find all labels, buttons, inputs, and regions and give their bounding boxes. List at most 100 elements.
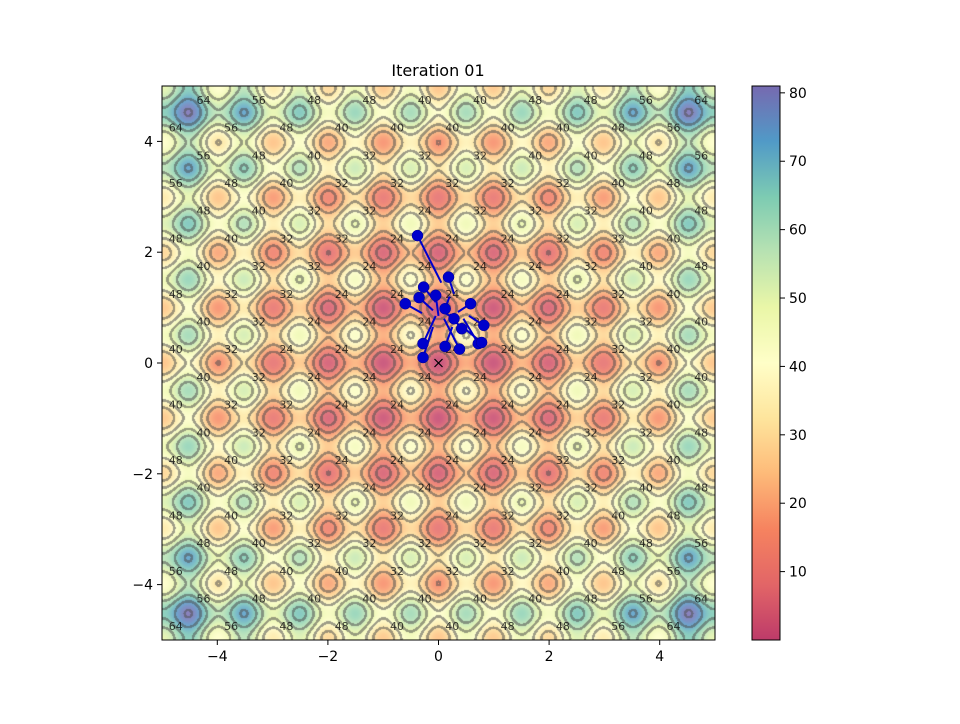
contour-label: 64 <box>197 94 211 107</box>
contour-label: 24 <box>501 232 515 245</box>
contour-label: 40 <box>362 593 376 606</box>
particle-point <box>429 289 442 302</box>
colorbar: 10 20 30 40 50 60 70 80 <box>751 85 807 641</box>
contour-label: 24 <box>445 232 459 245</box>
contour-label: 32 <box>362 205 376 218</box>
contour-label: 24 <box>473 482 487 495</box>
contour-label: 56 <box>169 177 183 190</box>
contour-label: 40 <box>667 288 681 301</box>
contour-label: 32 <box>445 565 459 578</box>
contour-labels: 64 56 48 48 40 40 48 48 56 64 56 48 40 40 40 40 40 48 56 64… <box>169 94 708 633</box>
contour-label: 40 <box>169 343 183 356</box>
contour-label: 48 <box>694 205 708 218</box>
contour-label: 40 <box>501 122 515 135</box>
contour-label: 24 <box>445 399 459 412</box>
contour-label: 64 <box>694 593 708 606</box>
contour-label: 24 <box>584 371 598 384</box>
contour-label: 48 <box>307 94 321 107</box>
y-tick-label: 2 <box>144 245 153 261</box>
contour-label: 48 <box>501 620 515 633</box>
contour-label: 32 <box>224 399 238 412</box>
contour-label: 24 <box>390 288 404 301</box>
contour-label: 40 <box>197 482 211 495</box>
contour-label: 40 <box>279 565 293 578</box>
contour-label: 32 <box>556 232 570 245</box>
contour-label: 48 <box>584 94 598 107</box>
contour-label: 32 <box>473 205 487 218</box>
contour-label: 48 <box>252 149 266 162</box>
contour-label: 24 <box>390 232 404 245</box>
contour-label: 48 <box>197 537 211 550</box>
contour-label: 48 <box>584 593 598 606</box>
contour-label: 48 <box>169 509 183 522</box>
contour-label: 32 <box>584 205 598 218</box>
contour-label: 24 <box>335 399 349 412</box>
contour-label: 24 <box>556 399 570 412</box>
contour-label: 48 <box>611 565 625 578</box>
contour-label: 32 <box>611 232 625 245</box>
contour-label: 40 <box>307 149 321 162</box>
contour-label: 48 <box>528 94 542 107</box>
contour-label: 24 <box>362 260 376 273</box>
contour-label: 56 <box>197 593 211 606</box>
contour-label: 32 <box>584 316 598 329</box>
contour-label: 32 <box>639 316 653 329</box>
contour-label: 32 <box>390 177 404 190</box>
contour-label: 32 <box>252 482 266 495</box>
contour-label: 48 <box>639 149 653 162</box>
particle-point <box>455 322 468 335</box>
contour-label: 24 <box>501 399 515 412</box>
contour-label: 32 <box>252 260 266 273</box>
contour-label: 40 <box>528 593 542 606</box>
contour-label: 48 <box>556 620 570 633</box>
contour-label: 40 <box>252 537 266 550</box>
contour-label: 24 <box>335 288 349 301</box>
contour-label: 32 <box>279 399 293 412</box>
contour-label: 24 <box>418 205 432 218</box>
contour-label: 24 <box>556 288 570 301</box>
colorbar-gradient <box>752 86 780 640</box>
contour-label: 48 <box>169 454 183 467</box>
contour-label: 32 <box>279 454 293 467</box>
contour-label: 40 <box>335 122 349 135</box>
contour-label: 40 <box>611 177 625 190</box>
x-tick-label: 0 <box>434 649 443 665</box>
contour-label: 40 <box>279 177 293 190</box>
contour-label: 32 <box>390 509 404 522</box>
contour-label: 40 <box>197 316 211 329</box>
x-axis: −4 −2 0 2 4 <box>207 640 664 665</box>
contour-label: 48 <box>667 177 681 190</box>
contour-label: 56 <box>694 537 708 550</box>
contour-label: 24 <box>473 260 487 273</box>
contour-label: 32 <box>307 482 321 495</box>
chart-title: Iteration 01 <box>391 61 484 80</box>
particle-point <box>399 297 412 310</box>
contour-label: 40 <box>445 620 459 633</box>
particle-point <box>448 312 460 325</box>
contour-label: 32 <box>279 232 293 245</box>
x-tick-label: 4 <box>655 649 664 665</box>
contour-label: 32 <box>307 260 321 273</box>
contour-label: 40 <box>473 94 487 107</box>
y-tick-label: −2 <box>132 467 153 483</box>
colorbar-tick-label: 20 <box>789 496 807 512</box>
contour-label: 24 <box>418 260 432 273</box>
colorbar-ticks: 10 20 30 40 50 60 70 80 <box>780 86 807 581</box>
contour-label: 48 <box>279 122 293 135</box>
optimum-x-stroke <box>434 358 443 368</box>
contour-label: 64 <box>694 94 708 107</box>
contour-label: 32 <box>611 343 625 356</box>
contour-label: 56 <box>667 565 681 578</box>
contour-label: 24 <box>307 426 321 439</box>
contour-label: 32 <box>611 399 625 412</box>
colorbar-tick-label: 30 <box>789 428 807 444</box>
contour-label: 24 <box>418 316 432 329</box>
contour-label: 40 <box>694 371 708 384</box>
particle-point <box>442 271 455 283</box>
particle-point <box>417 281 430 293</box>
contour-label: 32 <box>279 509 293 522</box>
contour-label: 40 <box>639 205 653 218</box>
contour-label: 48 <box>611 122 625 135</box>
contour-label: 48 <box>639 537 653 550</box>
contour-label: 32 <box>418 149 432 162</box>
